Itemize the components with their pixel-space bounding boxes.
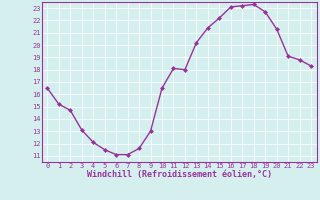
- X-axis label: Windchill (Refroidissement éolien,°C): Windchill (Refroidissement éolien,°C): [87, 170, 272, 179]
